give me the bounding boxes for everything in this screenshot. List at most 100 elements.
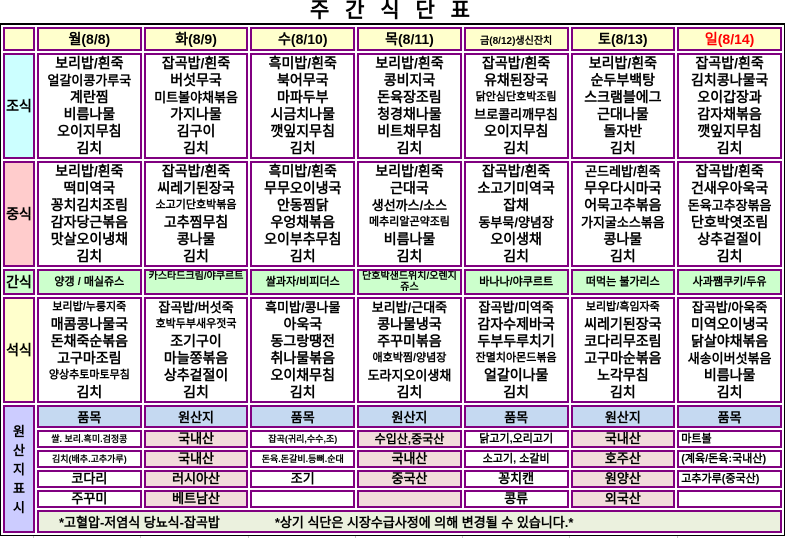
origin-cell: 국내산 [143, 450, 249, 468]
menu-item: 흑미밥/흰죽 [268, 55, 337, 71]
menu-cell-dinner: 잡곡밥/버섯죽 호박두부새우젓국 조기구이 마늘쫑볶음 상추겉절이 김치 [143, 297, 249, 403]
origin-cell: 돈육.돈갈비.등뼈.순대 [250, 450, 356, 468]
menu-cell-lunch: 잡곡밥/흰죽 건새우아욱국 돈육고추장볶음 단호박엿조림 상추겉절이 김치 [677, 161, 782, 267]
origin-cell: 소고기, 소갈비 [463, 450, 569, 468]
menu-item: 김치 [289, 248, 316, 264]
menu-item: 김치 [183, 384, 209, 400]
menu-item: 무무오이냉국 [264, 180, 342, 196]
menu-item: 잡곡밥/아욱죽 [691, 300, 768, 315]
menu-cell-lunch: 잡곡밥/흰죽 소고기미역국 잡채 동부묵/양념장 오이생채 김치 [463, 161, 569, 267]
menu-item: 근대국 [390, 180, 429, 196]
menu-item: 감자수제바국 [477, 316, 555, 332]
origin-cell: (계육/돈육:국내산) [677, 450, 782, 468]
menu-cell-snack: 떠먹는 불가리스 [570, 269, 676, 295]
menu-item: 동그랑땡전 [270, 333, 335, 349]
menu-item: 김치 [289, 140, 316, 156]
menu-item: 쌀과자/비피더스 [265, 276, 340, 288]
meal-plan-table: 월(8/8) 화(8/9) 수(8/10) 목(8/11) 금(8/12)생신잔치 토(8… [1, 25, 784, 535]
origin-cell: 조기 [250, 470, 356, 488]
meal-plan-table-frame: 월(8/8) 화(8/9) 수(8/10) 목(8/11) 금(8/12)생신잔치 토(8… [0, 23, 785, 536]
menu-item: 김치 [716, 140, 743, 156]
origin-cell: 꽁치캔 [463, 470, 569, 488]
origin-cell: 김치(배추.고추가루) [37, 450, 142, 468]
menu-item: 보리밥/누룽지죽 [52, 301, 127, 313]
menu-cell-breakfast: 보리밥/흰죽 얼갈이콩가루국 계란찜 비름나물 오이지무침 김치 [37, 53, 142, 159]
menu-cell-snack: 양갱 / 매실쥬스 [37, 269, 142, 295]
origin-header-6: 원산지 [570, 405, 676, 428]
menu-item: 보리밥/근대죽 [371, 300, 448, 315]
origin-cell: 마트볼 [677, 430, 782, 448]
menu-item: 보리밥/흑임자죽 [585, 301, 660, 313]
menu-item: 잡채 [503, 197, 530, 213]
menu-item: 안동찜닭 [276, 197, 329, 213]
menu-item: 김치 [609, 248, 636, 264]
menu-item: 돈육장조림 [377, 89, 442, 105]
menu-cell-dinner: 잡곡밥/아욱죽 미역오이냉국 닭살야채볶음 새송이버섯볶음 비름나물 김치 [677, 297, 782, 403]
menu-item: 김치 [609, 384, 636, 400]
menu-item: 씨레기된장국 [584, 316, 662, 332]
menu-item: 마파두부 [276, 89, 329, 105]
menu-item: 김치 [396, 384, 423, 400]
menu-item: 마늘쫑볶음 [163, 350, 229, 366]
day-header-1: 월(8/8) [37, 27, 142, 51]
menu-item: 유채된장국 [483, 72, 549, 88]
menu-item: 메추리알곤약조림 [368, 216, 450, 228]
note-change: *상기 식단은 시장수급사정에 의해 변경될 수 있습니다.* [274, 515, 574, 530]
origin-cell: 쌀. 보리.흑미.검정콩 [37, 430, 142, 448]
menu-item: 잡곡밥/흰죽 [482, 163, 551, 179]
menu-item: 잡곡밥/흰죽 [695, 163, 764, 179]
footnote-wrap: *고혈압-저염식 당뇨식-잡곡밥 *상기 식단은 시장수급사정에 의해 변경될 수… [39, 512, 780, 531]
menu-item: 곤드레밥/흰죽 [585, 164, 661, 179]
origin-header-2: 원산지 [143, 405, 249, 428]
menu-item: 닭안심단호박조림 [475, 91, 557, 103]
menu-item: 소고기단호박볶음 [155, 199, 237, 211]
menu-cell-snack: 쌀과자/비피더스 [250, 269, 356, 295]
menu-cell-dinner: 잡곡밥/미역죽 감자수제바국 두부두루치기 잔멸치아몬드볶음 얼갈이나물 김치 [463, 297, 569, 403]
row-label-snack: 간식 [3, 269, 35, 295]
menu-item: 가지나물 [170, 106, 222, 122]
menu-cell-lunch: 잡곡밥/흰죽 씨레기된장국 소고기단호박볶음 고추찜무침 콩나물 김치 [143, 161, 249, 267]
menu-item: 바나나/야쿠르트 [479, 276, 554, 288]
menu-item: 꽁치김치조림 [50, 197, 128, 213]
origin-label-char: 시 [13, 499, 25, 515]
menu-item: 브로콜리깨무침 [474, 107, 559, 122]
menu-item: 비름나물 [703, 367, 756, 383]
menu-item: 콩나물 [603, 231, 643, 247]
menu-item: 고추찜무침 [163, 214, 229, 230]
menu-item: 잡곡밥/흰죽 [482, 55, 551, 71]
origin-cell: 국내산 [570, 430, 676, 448]
menu-item: 무우다시마국 [584, 180, 662, 196]
menu-item: 감자채볶음 [697, 106, 762, 122]
menu-item: 가지굴소스볶음 [581, 215, 665, 230]
origin-cell: 고추가루(중국산) [677, 470, 782, 488]
menu-item: 맛살오이냉채 [50, 231, 128, 247]
menu-cell-snack: 바나나/야쿠르트 [463, 269, 569, 295]
menu-cell-snack: 단호박샌드위치/오렌지쥬스 [357, 269, 462, 295]
menu-cell-lunch: 보리밥/흰죽 근대국 생선까스/소스 메추리알곤약조림 비름나물 김치 [357, 161, 462, 267]
row-label-breakfast: 조식 [3, 53, 35, 159]
menu-item: 비름나물 [383, 231, 436, 247]
menu-item: 김치 [716, 248, 743, 264]
menu-item: 단호박샌드위치/오렌지쥬스 [362, 271, 457, 293]
menu-item: 고구마순볶음 [584, 350, 662, 366]
menu-item: 보리밥/흰죽 [588, 55, 658, 71]
menu-cell-breakfast: 보리밥/흰죽 콩비지국 돈육장조림 청경채나물 비트채무침 김치 [357, 53, 462, 159]
menu-cell-breakfast: 잡곡밥/흰죽 버섯무국 미트볼야채볶음 가지나물 김구이 김치 [143, 53, 249, 159]
menu-item: 오이생채 [490, 231, 542, 247]
origin-cell: 콩류 [463, 490, 569, 508]
menu-item: 떠먹는 불가리스 [585, 276, 660, 288]
menu-item: 오이지무침 [483, 123, 549, 139]
menu-item: 돈채죽순볶음 [50, 333, 128, 349]
menu-item: 잡곡밥/버섯죽 [158, 300, 234, 315]
menu-item: 조기구이 [170, 333, 222, 349]
menu-item: 흑미밥/흰죽 [268, 163, 337, 179]
menu-item: 단호박엿조림 [690, 214, 769, 230]
menu-item: 김치 [183, 248, 209, 264]
menu-item: 떡미역국 [63, 180, 116, 196]
menu-item: 김치 [76, 140, 103, 156]
menu-item: 우엉채볶음 [270, 214, 335, 230]
menu-item: 미역오이냉국 [690, 316, 769, 332]
menu-item: 동부묵/양념장 [478, 215, 554, 230]
origin-cell [357, 490, 462, 508]
